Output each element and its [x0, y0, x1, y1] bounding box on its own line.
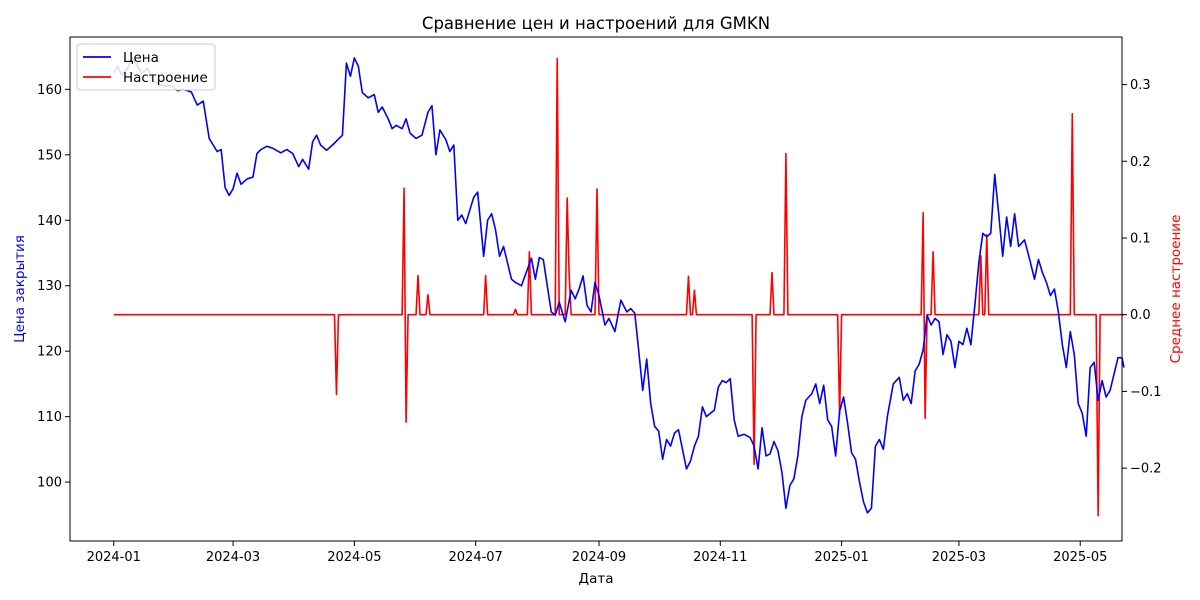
plot-area: [69, 36, 1125, 542]
x-tick-label: 2025-05: [1053, 550, 1107, 565]
x-tick-label: 2024-07: [449, 550, 503, 565]
x-tick-label: 2024-05: [327, 550, 381, 565]
y-left-tick-label: 100: [37, 476, 62, 491]
y-right-tick-label: −0.2: [1130, 462, 1162, 477]
y-left-tick-label: 130: [37, 279, 62, 294]
chart-title: Сравнение цен и настроений для GMKN: [422, 14, 770, 33]
y-left-tick-label: 120: [37, 345, 62, 360]
plot-frame: [69, 36, 1123, 542]
legend-label-sentiment: Настроение: [123, 70, 208, 86]
x-tick-label: 2025-03: [932, 550, 986, 565]
legend: Цена Настроение: [76, 43, 216, 91]
y-left-tick-label: 160: [37, 83, 62, 98]
x-tick-label: 2024-09: [572, 550, 626, 565]
y-right-tick-label: 0.2: [1130, 155, 1151, 170]
price-line: [113, 57, 1125, 514]
y-axis-left-label: Цена закрытия: [12, 235, 28, 343]
x-tick-label: 2025-01: [814, 550, 868, 565]
y-left-tick-label: 110: [37, 410, 62, 425]
x-tick-label: 2024-01: [87, 550, 141, 565]
legend-label-price: Цена: [123, 50, 159, 66]
y-right-tick-label: 0.3: [1130, 78, 1151, 93]
y-left-tick-label: 140: [37, 214, 62, 229]
y-axis-right-label: Среднее настроение: [1168, 215, 1184, 364]
sentiment-line: [113, 57, 1124, 517]
y-axis-right-ticks: −0.2 −0.1 0.0 0.1 0.2 0.3: [1122, 78, 1162, 477]
y-right-tick-label: 0.1: [1130, 231, 1151, 246]
x-tick-label: 2024-11: [693, 550, 747, 565]
x-tick-label: 2024-03: [206, 550, 260, 565]
series-layer: [113, 57, 1125, 517]
legend-box: [76, 43, 216, 91]
y-right-tick-label: −0.1: [1130, 385, 1162, 400]
y-right-tick-label: 0.0: [1130, 308, 1151, 323]
x-axis-ticks: 2024-01 2024-03 2024-05 2024-07 2024-09 2024-…: [87, 541, 1107, 565]
y-left-tick-label: 150: [37, 148, 62, 163]
x-axis-label: Дата: [579, 571, 614, 587]
y-axis-left-ticks: 100 110 120 130 140 150 160: [37, 83, 70, 491]
